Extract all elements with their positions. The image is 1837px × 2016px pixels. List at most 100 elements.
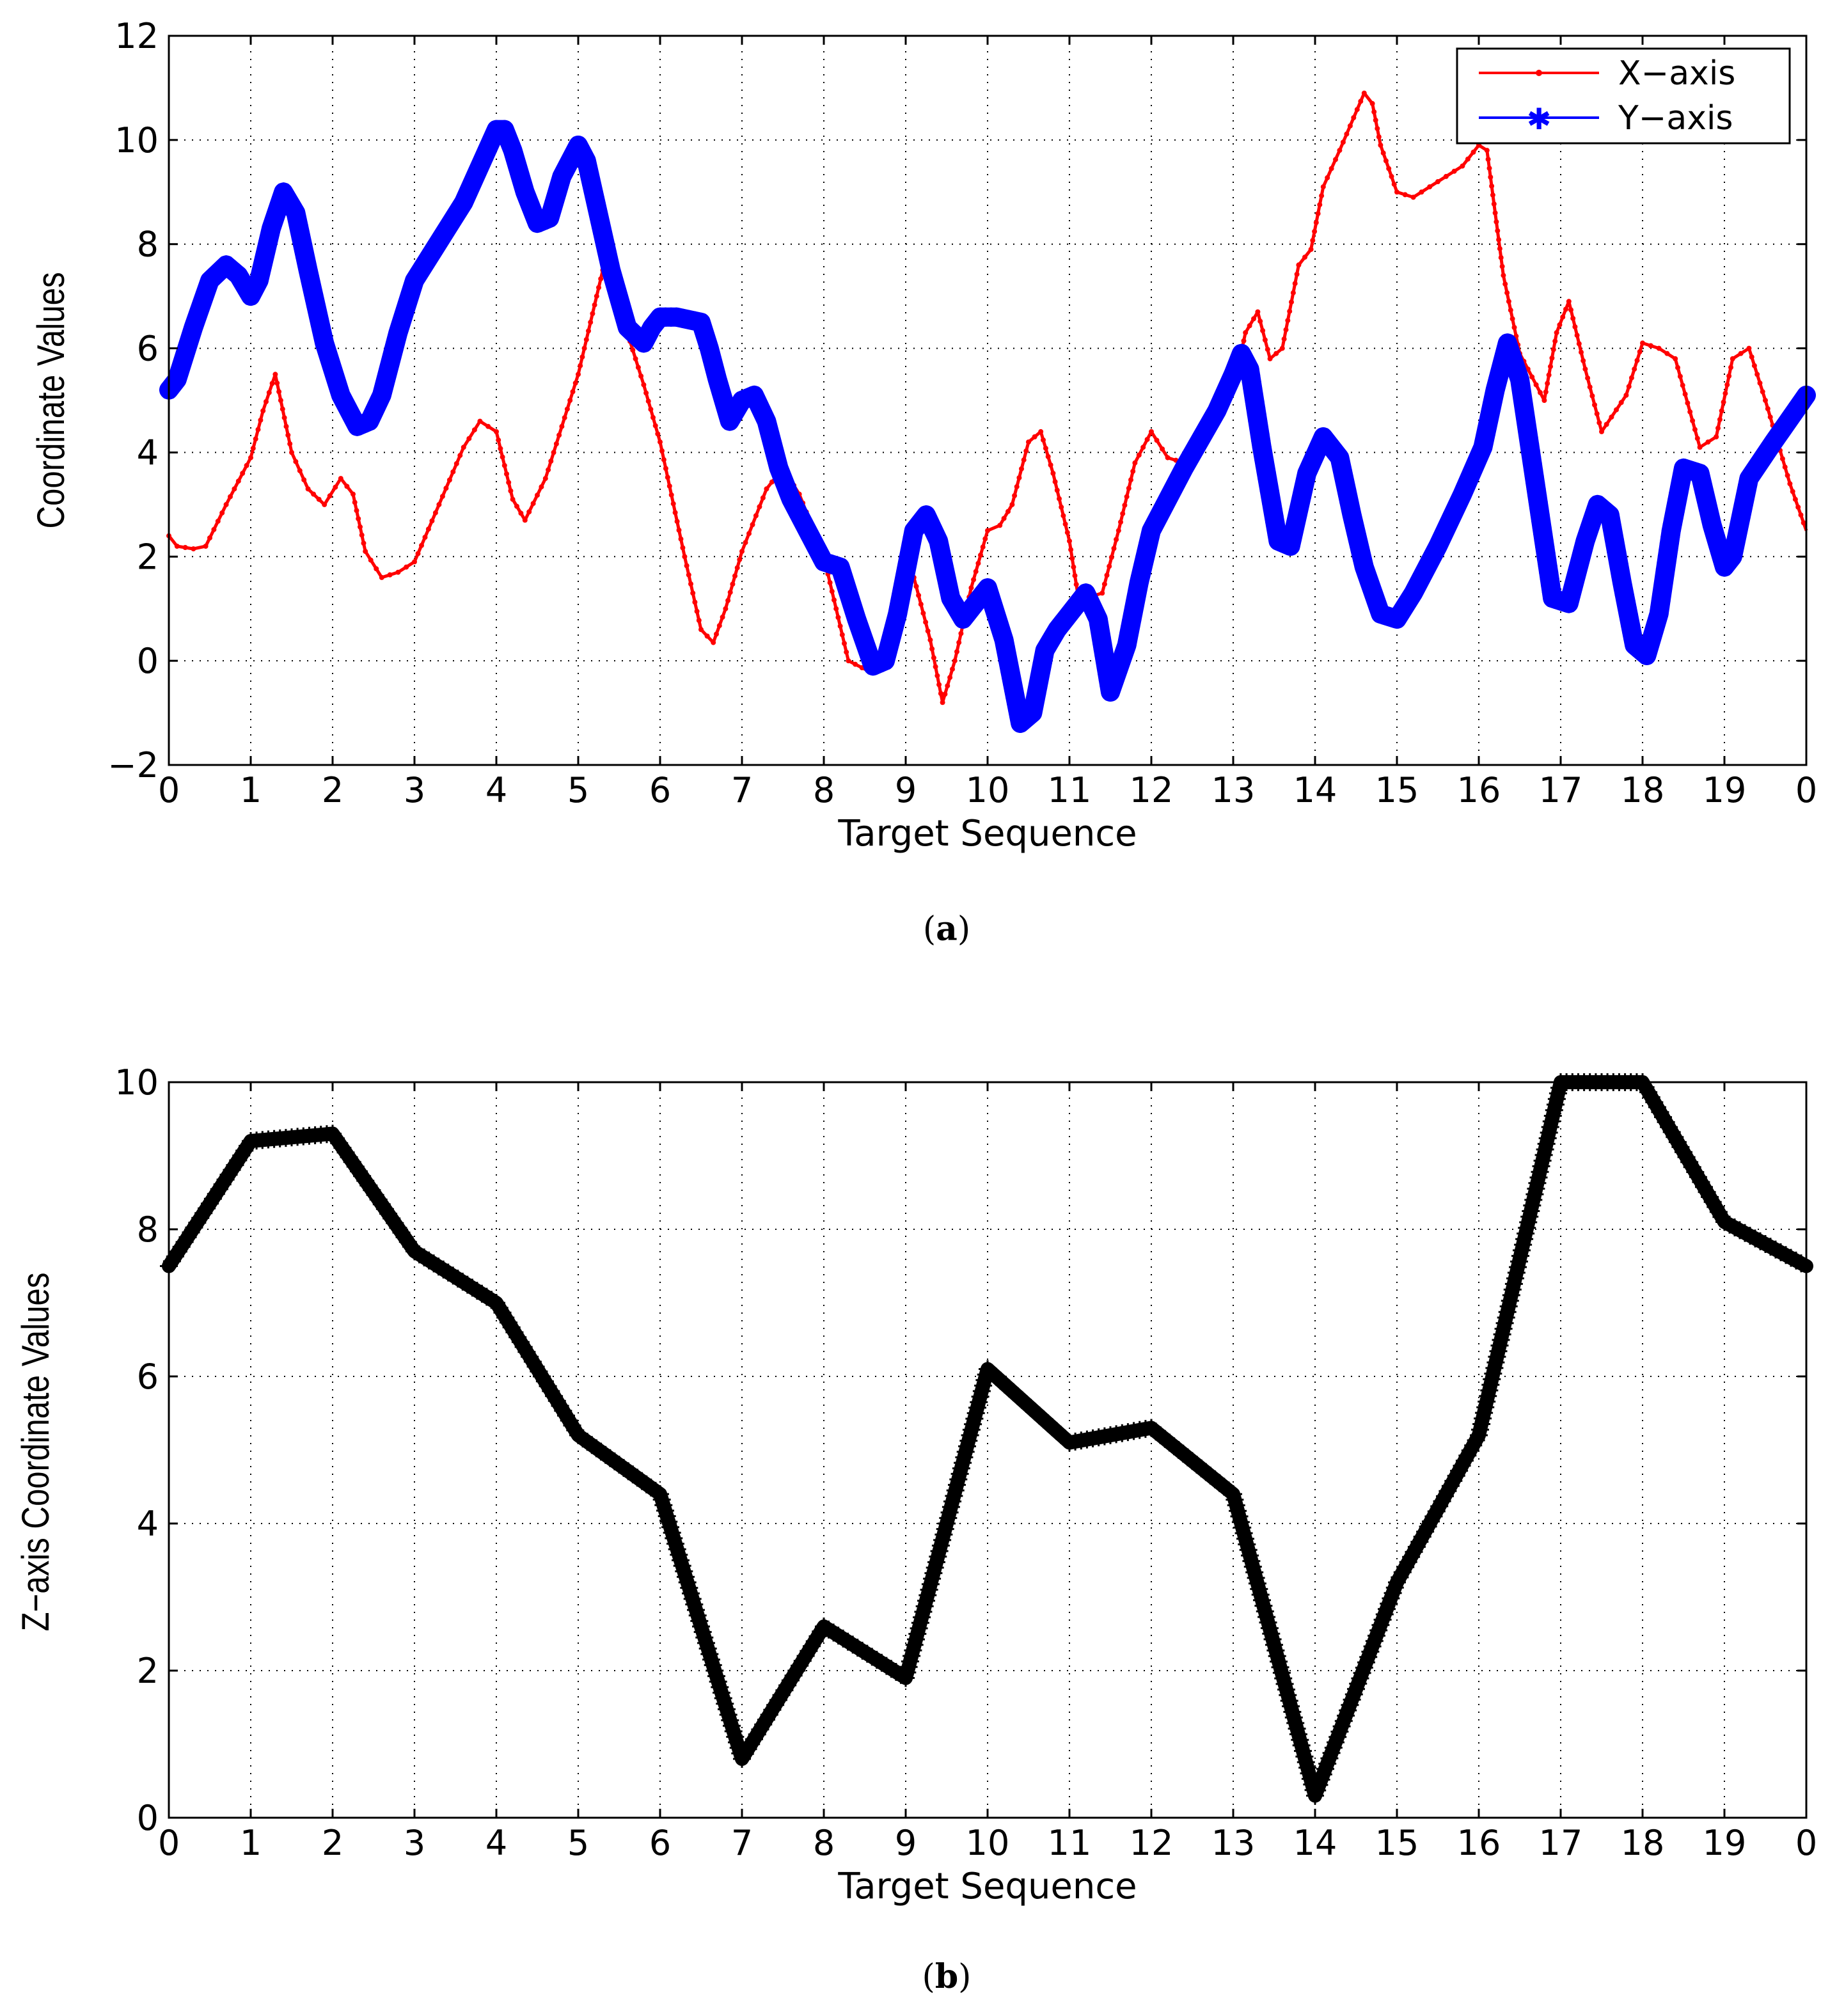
series-y-axis-marker	[1518, 421, 1537, 441]
series-z-axis-marker	[1021, 1399, 1040, 1417]
y-tick-label: 8	[137, 1209, 159, 1250]
series-x-axis-marker	[1255, 309, 1261, 315]
series-x-axis-marker	[1032, 434, 1037, 439]
series-y-axis-marker	[1262, 494, 1282, 514]
series-y-axis-marker	[586, 193, 606, 213]
x-tick-label: 8	[813, 770, 835, 810]
series-x-axis-marker	[219, 510, 225, 516]
x-tick-label: 17	[1539, 770, 1583, 810]
series-x-axis-marker	[1126, 485, 1131, 491]
series-y-axis-marker	[1607, 542, 1627, 562]
series-z-axis-marker	[554, 1401, 572, 1420]
series-z-axis-marker	[982, 1364, 1001, 1382]
series-z-axis-marker	[493, 1303, 512, 1322]
y-tick-label: 0	[137, 1798, 159, 1838]
series-z-axis-marker	[1017, 1395, 1036, 1413]
y-tick-label: −2	[107, 745, 159, 785]
series-x-axis-marker	[1104, 572, 1110, 578]
series-y-axis-marker	[768, 452, 787, 472]
series-y-axis-marker	[614, 305, 634, 325]
series-y-axis-marker	[1019, 707, 1038, 726]
series-y-axis-marker	[545, 191, 565, 210]
series-z-axis-marker	[448, 1270, 467, 1288]
series-y-axis-marker	[600, 254, 620, 274]
series-x-axis-marker	[720, 614, 725, 620]
series-x-axis-marker	[1760, 389, 1765, 395]
x-tick-label: 3	[404, 1823, 425, 1863]
series-z-axis-marker	[736, 1745, 754, 1763]
series-y-axis-marker	[515, 182, 535, 202]
series-y-axis-marker	[604, 273, 624, 293]
series-y-axis-marker	[541, 202, 561, 222]
series-y-axis-marker	[702, 351, 722, 371]
series-x-axis-marker	[1637, 349, 1643, 354]
series-x-axis-marker	[1283, 327, 1289, 333]
series-z-axis-marker	[1188, 1456, 1206, 1474]
series-z-axis-marker	[566, 1421, 585, 1440]
series-z-axis-marker	[496, 1309, 515, 1327]
series-y-axis-marker	[1616, 592, 1636, 611]
series-x-axis-marker	[1333, 157, 1338, 162]
series-z-axis-marker	[533, 1367, 551, 1385]
series-x-axis-marker	[918, 601, 924, 607]
series-y-axis-marker	[315, 333, 335, 353]
series-y-axis-marker	[838, 580, 857, 600]
series-y-axis-marker	[194, 288, 214, 308]
series-y-axis-marker	[1588, 494, 1607, 514]
series-y-axis-marker	[1132, 560, 1152, 579]
series-y-axis-marker	[311, 321, 331, 341]
series-z-axis-marker	[848, 1639, 867, 1657]
series-x-axis-marker	[1730, 356, 1735, 361]
series-y-axis-marker	[880, 633, 900, 653]
series-y-axis-marker	[1612, 573, 1632, 592]
series-z-axis-marker	[781, 1671, 800, 1690]
series-x-axis-marker	[684, 563, 690, 569]
series-y-axis-marker	[383, 342, 403, 361]
series-y-axis-marker	[899, 546, 918, 566]
legend-x-axis-marker	[1536, 70, 1542, 76]
series-z-axis-marker	[778, 1676, 797, 1694]
caption-b-close: )	[958, 1958, 971, 1996]
series-x-axis-marker	[1354, 107, 1360, 113]
series-z-axis-marker	[1034, 1410, 1053, 1429]
series-x-axis-marker	[1465, 156, 1470, 162]
series-y-axis-marker	[1696, 489, 1716, 509]
series-y-axis-marker	[666, 307, 686, 327]
series-y-axis-marker	[392, 311, 412, 331]
series-x-axis-marker	[1451, 168, 1457, 174]
series-z-axis-marker	[995, 1375, 1014, 1394]
series-x-axis-marker	[327, 493, 333, 499]
series-y-axis-marker	[505, 146, 524, 166]
y-tick-label: 8	[137, 224, 159, 265]
series-y-axis-marker	[1604, 524, 1623, 543]
series-y-axis-marker	[1730, 514, 1749, 534]
series-z-axis-marker	[1197, 1463, 1215, 1481]
series-x-axis-marker	[1120, 511, 1126, 517]
series-x-axis-marker	[1340, 139, 1346, 145]
series-y-axis-marker	[225, 262, 244, 282]
series-z-axis-marker	[834, 1629, 853, 1648]
series-y-axis-marker	[297, 254, 317, 274]
series-z-axis-marker	[1642, 1088, 1660, 1106]
series-x-axis-marker	[1664, 350, 1670, 356]
series-x-axis-marker	[1494, 219, 1499, 224]
series-y-axis-marker	[1285, 518, 1304, 538]
series-y-axis-marker	[819, 554, 839, 574]
series-x-axis-marker	[506, 480, 512, 485]
chart-a-legend: X−axis ✱ Y−axis	[1456, 47, 1791, 145]
series-z-axis-marker	[482, 1291, 501, 1309]
series-z-axis-marker	[987, 1367, 1005, 1386]
series-y-axis-marker	[757, 411, 777, 431]
series-y-axis-marker	[1701, 509, 1721, 529]
series-x-axis-marker	[559, 423, 565, 429]
series-x-axis-marker	[1724, 382, 1730, 388]
series-y-axis-marker	[1644, 622, 1664, 642]
series-y-axis-marker	[1670, 477, 1690, 497]
series-x-axis-marker	[510, 496, 516, 502]
series-x-axis-marker	[436, 501, 442, 507]
series-y-axis-marker	[1548, 590, 1568, 610]
series-y-axis-marker	[1664, 508, 1683, 528]
series-x-axis-marker	[1785, 473, 1790, 478]
series-x-axis-marker	[655, 431, 661, 437]
series-y-axis-marker	[760, 423, 780, 443]
